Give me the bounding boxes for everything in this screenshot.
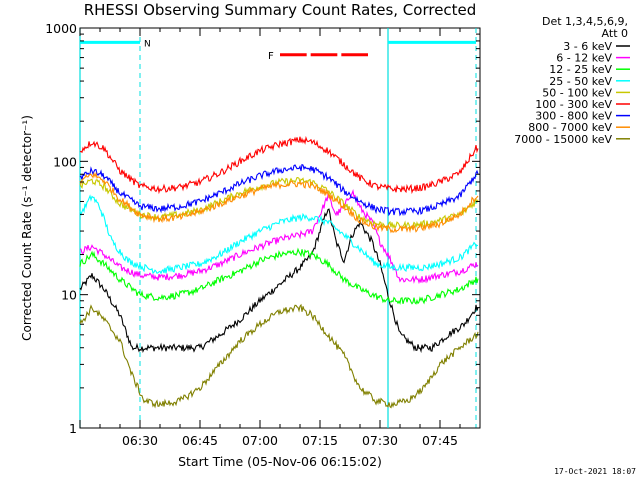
- legend-header-line-1: Det 1,3,4,5,6,9,: [542, 15, 628, 28]
- legend-label: 7000 - 15000 keV: [514, 133, 612, 146]
- y-tick-label: 1: [69, 421, 77, 436]
- x-tick-label: 07:45: [422, 433, 458, 448]
- night-label: N: [144, 39, 151, 49]
- x-axis-label: Start Time (05-Nov-06 06:15:02): [178, 454, 382, 469]
- y-tick-label: 100: [53, 154, 77, 169]
- legend-label: 12 - 25 keV: [549, 63, 612, 76]
- legend-label: 6 - 12 keV: [556, 52, 612, 65]
- x-axis: 06:30 06:45 07:00 07:15 07:30 07:45: [79, 28, 481, 448]
- y-tick-label: 1000: [45, 21, 77, 36]
- legend-label: 300 - 800 keV: [535, 110, 612, 123]
- series-line-6: [79, 163, 479, 217]
- legend-label: 50 - 100 keV: [542, 86, 612, 99]
- series-line-7: [79, 171, 479, 234]
- series-line-3: [79, 194, 479, 275]
- timestamp: 17-Oct-2021 18:07: [554, 467, 636, 476]
- series-line-5: [79, 135, 479, 195]
- legend-header-line-2: Att 0: [602, 27, 628, 40]
- annotation-layer: NF: [79, 28, 477, 428]
- legend-label: 3 - 6 keV: [563, 40, 612, 53]
- series-line-0: [79, 208, 479, 354]
- legend-label: 800 - 7000 keV: [528, 121, 612, 134]
- legend-label: 25 - 50 keV: [549, 75, 612, 88]
- x-tick-label: 07:30: [362, 433, 398, 448]
- x-tick-label: 06:45: [182, 433, 218, 448]
- series-layer: [79, 135, 479, 409]
- series-line-1: [79, 189, 479, 285]
- x-tick-label: 07:00: [242, 433, 278, 448]
- y-axis-label: Corrected Count Rate (s⁻¹ detector⁻¹): [20, 115, 34, 341]
- legend-label: 100 - 300 keV: [535, 98, 612, 111]
- y-tick-label: 10: [61, 288, 77, 303]
- x-tick-label: 06:30: [122, 433, 158, 448]
- flare-label: F: [268, 51, 274, 62]
- series-line-2: [79, 247, 479, 305]
- chart-title: RHESSI Observing Summary Count Rates, Co…: [84, 1, 477, 19]
- y-axis: 1 10 100 1000: [45, 21, 480, 436]
- series-line-8: [79, 303, 479, 409]
- x-tick-label: 07:15: [302, 433, 338, 448]
